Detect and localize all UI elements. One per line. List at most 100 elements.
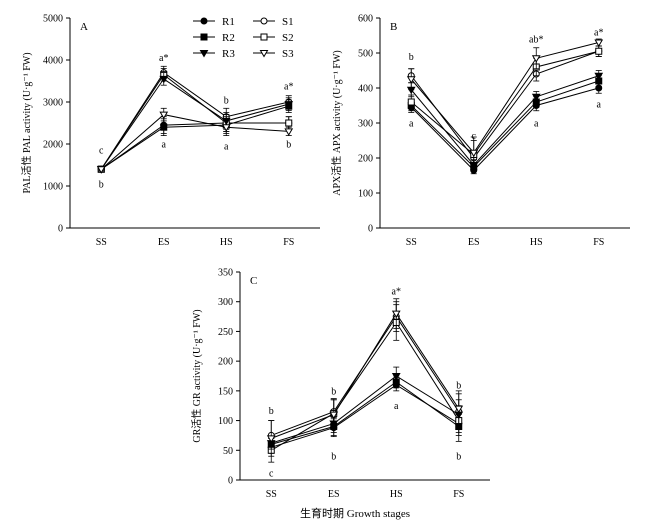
panel-b-series-r1-line: [410, 87, 599, 171]
panel-a-y-tick-label-2: 2000: [43, 140, 63, 151]
panel-c-series-s2-line: [270, 321, 460, 451]
panel-b-y-tick-label-5: 500: [358, 49, 373, 60]
panel-a-x-tick-label-fs: FS: [283, 237, 294, 248]
panel-a-series-s2-line: [100, 73, 289, 170]
panel-b-annotation-6: a: [597, 99, 602, 110]
panel-a-annotation-0: c: [99, 145, 104, 156]
panel-c-x-tick-label-fs: FS: [453, 489, 464, 500]
panel-c-x-tick-label-hs: HS: [390, 489, 403, 500]
panel-a-y-axis-title: PAL活性 PAL activity (U·g⁻¹ FW): [20, 52, 33, 193]
panel-a-series-r3-point-1: [159, 75, 169, 84]
legend-marker-s2: [260, 33, 268, 41]
legend-entry-r2: R2: [193, 32, 235, 44]
legend-label-s3: S3: [282, 48, 294, 60]
panel-a-y-tick-label-1: 1000: [43, 182, 63, 193]
panel-a-y-tick-label-0: 0: [58, 224, 63, 235]
panel-c-y-tick-label-5: 250: [218, 327, 233, 338]
panel-b-series-s1-line: [410, 50, 599, 159]
panel-a-x-tick-label-es: ES: [158, 237, 170, 248]
panel-b-series-r3-point-3: [594, 72, 604, 81]
panel-a-series-s3-point-0: [96, 166, 106, 174]
panel-a-series-s3-point-1: [159, 111, 169, 120]
panel-b-series-s2-point-3: [595, 47, 603, 55]
panel-c-series-s3-point-0: [266, 435, 276, 443]
panel-a-series-r3-point-3: [284, 101, 294, 109]
legend-label-r3: R3: [222, 48, 235, 60]
panel-b-series-s3-point-2: [531, 55, 541, 63]
panel-c-annotation-1: c: [269, 468, 274, 479]
panel-b-y-tick-label-4: 400: [358, 84, 373, 95]
panel-a-annotation-3: a: [162, 140, 167, 151]
panel-a-annotation-7: b: [286, 140, 291, 151]
panel-c-y-tick-label-2: 100: [218, 416, 233, 427]
panel-b-series-s3-point-0: [406, 76, 416, 84]
panel-c-y-tick-label-4: 200: [218, 357, 233, 368]
panel-a-y-tick-label-3: 3000: [43, 98, 63, 109]
chart-panel-b: 0 100 200 300 400 500 600 SS ES HS FS B APX活性 APX ac…: [330, 14, 630, 248]
legend-label-r2: R2: [222, 32, 235, 44]
panel-c-x-tick-label-es: ES: [328, 489, 340, 500]
panel-a-y-tick-label-4: 4000: [43, 56, 63, 67]
panel-c-y-axis-title: GR活性 GR activity (U·g⁻¹ FW): [190, 309, 203, 442]
legend-marker-r1: [200, 17, 208, 25]
legend-label-r1: R1: [222, 16, 235, 28]
panel-a-annotation-5: a: [224, 142, 229, 153]
panel-b-series-r3-line: [410, 75, 599, 166]
legend-entry-s1: S1: [253, 16, 294, 28]
panel-c-series-r3-line: [271, 375, 460, 444]
legend-entry-s3: S3: [253, 48, 294, 60]
chart-panel-a: 0 1000 2000 3000 4000 5000 SS ES HS FS A PAL活性 PAL …: [20, 14, 320, 248]
panel-c-y-tick-label-0: 0: [228, 476, 233, 487]
legend-entry-s2: S2: [253, 32, 294, 44]
panel-c-series-s3-line: [271, 312, 460, 439]
panel-c-series-s3-point-3: [454, 405, 464, 414]
panel-c-annotation-4: a*: [392, 287, 401, 298]
chart-panel-c: 0 50 100 150 200 250 300 350 SS ES HS FS C GR活性 GR ac…: [190, 268, 490, 500]
panel-b-series-r3-point-2: [531, 93, 541, 102]
panel-c-series-r1-line: [271, 384, 460, 448]
panel-b-y-tick-label-3: 300: [358, 119, 373, 130]
panel-a-annotation-1: b: [99, 179, 104, 190]
panel-b-x-tick-label-es: ES: [468, 237, 480, 248]
panel-b-x-tick-label-fs: FS: [593, 237, 604, 248]
legend: R1 S1 R2 S2 R3 S3: [193, 16, 294, 60]
panel-c-series-s3-point-2: [391, 310, 401, 319]
panel-b-x-tick-label-ss: SS: [406, 237, 417, 248]
panel-b-y-axis-title: APX活性 APX activity (U·g⁻¹ FW): [330, 50, 343, 196]
legend-marker-r3: [199, 50, 209, 58]
panel-b-x-tick-label-hs: HS: [530, 237, 543, 248]
panel-c-y-tick-label-1: 50: [223, 446, 233, 457]
panel-a-series-s3-point-2: [221, 124, 231, 132]
panel-b-series-s3-point-1: [469, 149, 479, 158]
panel-c-label: C: [250, 275, 257, 287]
legend-entry-r1: R1: [193, 16, 235, 28]
panel-a-series-r2-point-1: [160, 123, 168, 131]
legend-marker-s3: [259, 50, 269, 58]
panel-a-x-tick-label-hs: HS: [220, 237, 233, 248]
panel-b-series-s2-point-0: [407, 98, 415, 106]
panel-b-y-tick-label-0: 0: [368, 224, 373, 235]
panel-a-series-s3-point-3: [284, 128, 294, 136]
panel-c-annotation-7: b: [456, 452, 461, 463]
panel-a-x-tick-label-ss: SS: [96, 237, 107, 248]
panel-b-annotation-3: ab*: [529, 35, 543, 46]
legend-label-s1: S1: [282, 16, 294, 28]
panel-c-annotation-6: b: [456, 380, 461, 391]
panel-c-annotation-2: b: [331, 386, 336, 397]
legend-label-s2: S2: [282, 32, 294, 44]
panel-b-series-s2-line: [410, 50, 599, 156]
panel-c-series-s3-point-1: [329, 411, 339, 420]
panel-c-y-tick-label-7: 350: [218, 268, 233, 279]
panel-a-series-s1-line: [100, 71, 289, 170]
panel-b-annotation-5: a*: [594, 28, 603, 39]
panel-a-series-r3-line: [100, 78, 289, 170]
panel-b-annotation-2: c: [472, 131, 477, 142]
panel-c-annotation-5: a: [394, 401, 399, 412]
panel-a-annotation-6: a*: [284, 82, 293, 93]
panel-c-y-tick-label-3: 150: [218, 386, 233, 397]
panel-c-annotation-0: b: [269, 406, 274, 417]
panel-b-y-tick-label-1: 100: [358, 189, 373, 200]
legend-marker-r2: [200, 33, 208, 41]
x-axis-title: 生育时期 Growth stages: [300, 506, 410, 520]
